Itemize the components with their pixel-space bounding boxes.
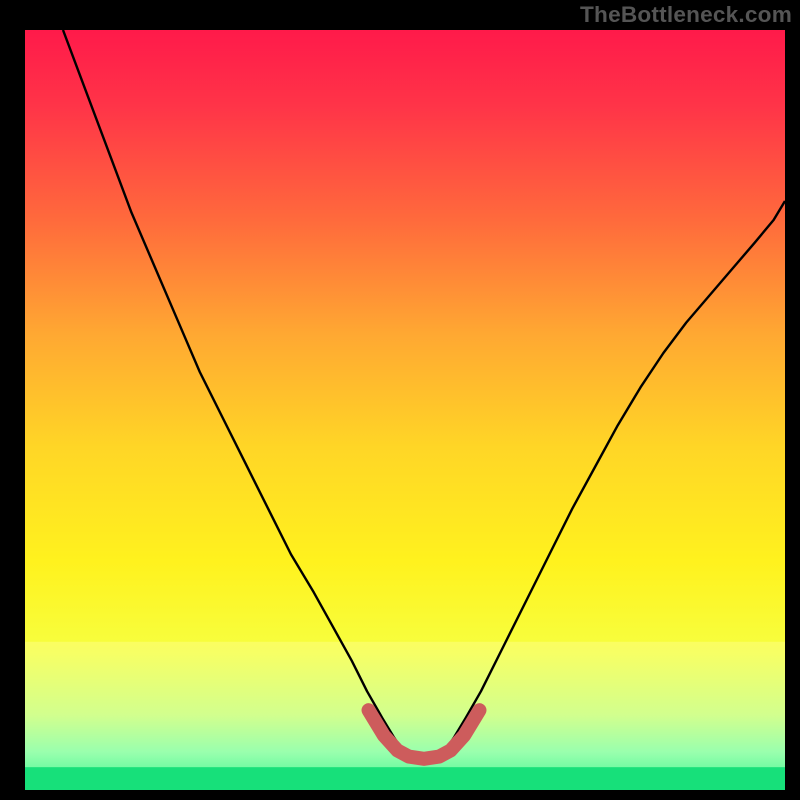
green-floor <box>25 767 785 790</box>
chart-wrap: TheBottleneck.com <box>0 0 800 800</box>
watermark-text: TheBottleneck.com <box>580 2 792 28</box>
bottleneck-plot <box>25 30 785 790</box>
